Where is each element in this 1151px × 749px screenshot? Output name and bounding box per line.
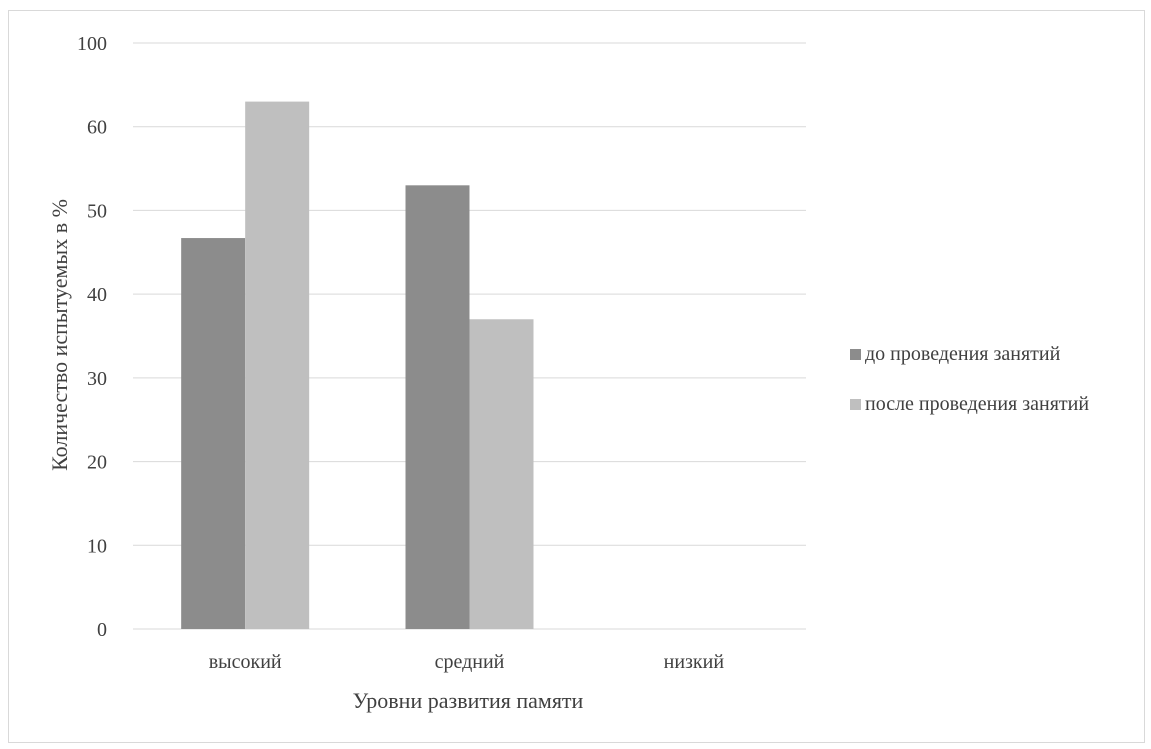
bar [181,238,246,629]
legend-label: после проведения занятий [865,393,1089,415]
x-category-label: средний [435,651,505,673]
x-category-label: низкий [664,651,725,673]
y-tick-label: 50 [87,200,107,222]
x-category-label: высокий [209,651,282,673]
bar [405,185,470,630]
y-tick-labels: 0 10 20 30 40 50 60 100 [77,33,107,641]
legend-label: до проведения занятий [865,343,1061,365]
bars [181,101,534,630]
y-tick-label: 0 [97,619,107,641]
y-tick-label: 100 [77,33,107,55]
bar [245,101,310,630]
y-axis-title: Количество испытуемых в % [47,199,72,471]
y-tick-label: 60 [87,117,107,139]
x-category-labels: высокий средний низкий [209,651,725,673]
y-tick-label: 20 [87,452,107,474]
y-tick-label: 40 [87,284,107,306]
bar [469,319,534,629]
legend-swatch [850,399,861,410]
legend: до проведения занятий после проведения за… [850,343,1089,415]
y-tick-label: 10 [87,535,107,557]
x-axis-title: Уровни развития памяти [353,688,584,713]
legend-swatch [850,349,861,360]
y-tick-label: 30 [87,368,107,390]
